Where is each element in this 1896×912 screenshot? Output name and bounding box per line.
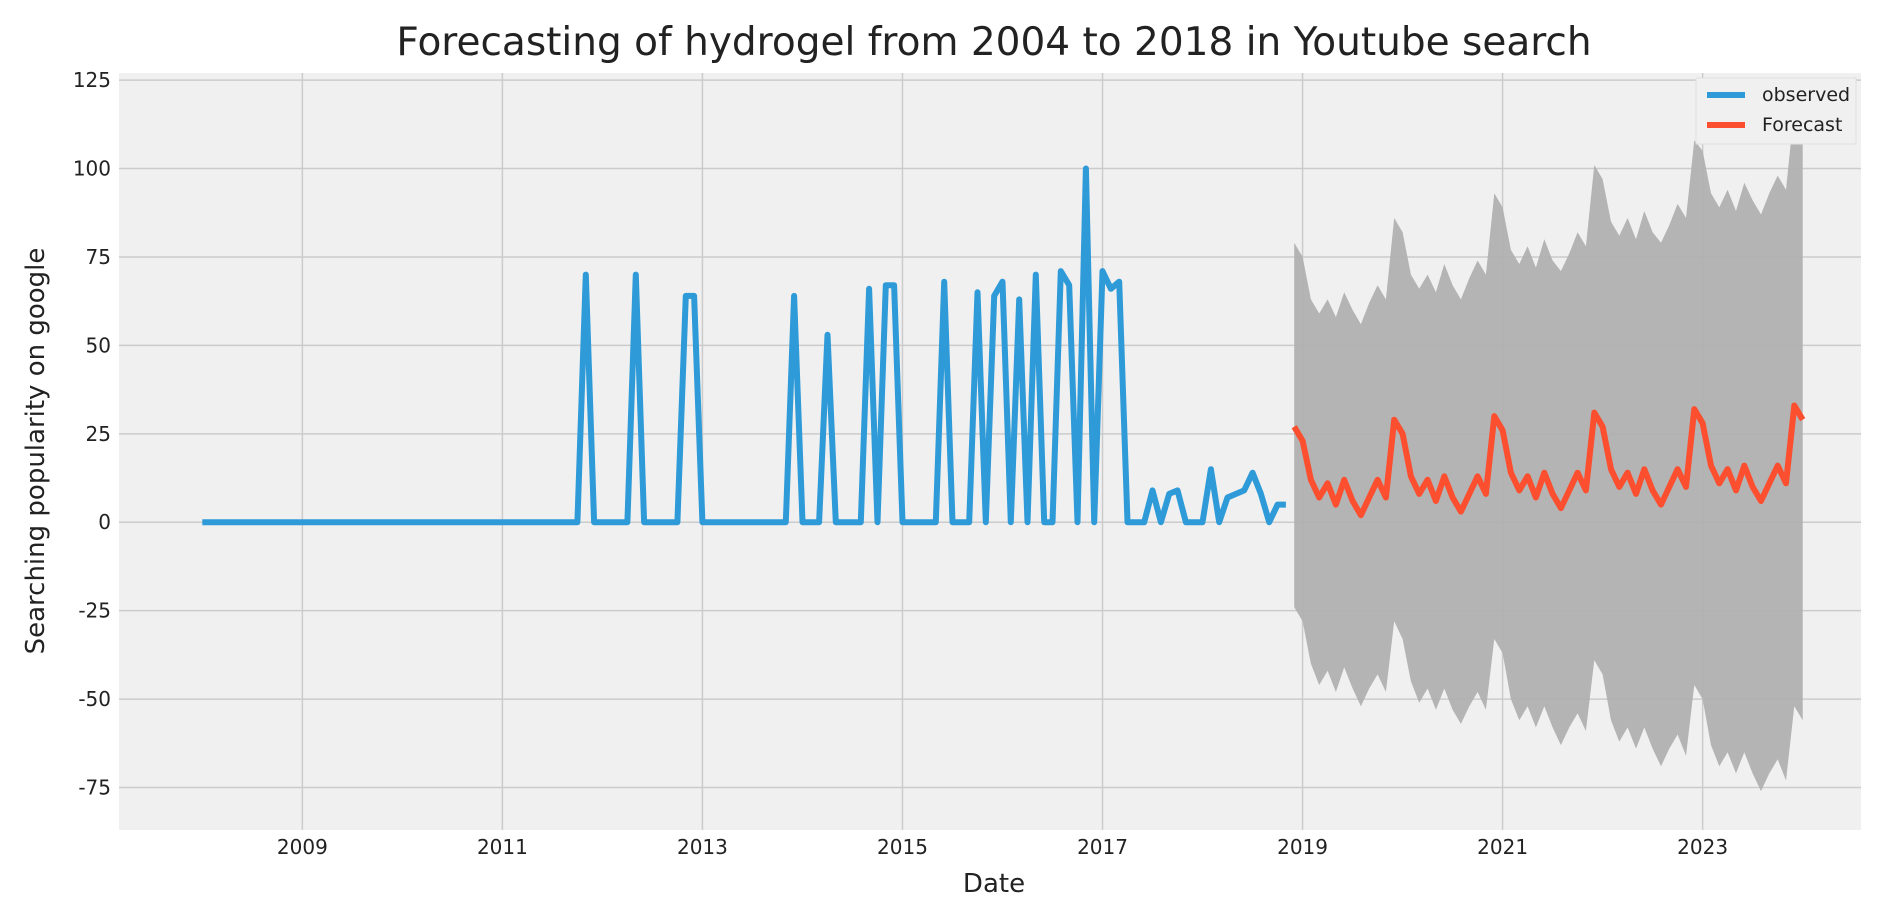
x-tick-label: 2015 bbox=[877, 835, 928, 859]
y-tick-labels: -75 -50 -25 0 25 50 75 100 125 bbox=[73, 68, 111, 799]
series-layer bbox=[202, 165, 1806, 526]
x-tick-label: 2011 bbox=[477, 835, 528, 859]
x-tick-label: 2017 bbox=[1077, 835, 1128, 859]
series-line-observed bbox=[202, 165, 1286, 526]
legend-label-forecast: Forecast bbox=[1762, 114, 1842, 136]
y-tick-label: 0 bbox=[98, 510, 111, 534]
x-tick-label: 2009 bbox=[277, 835, 328, 859]
y-tick-label: 75 bbox=[86, 245, 111, 269]
y-tick-label: -25 bbox=[78, 599, 111, 623]
confidence-interval-layer bbox=[1294, 108, 1803, 792]
y-tick-label: 100 bbox=[73, 157, 111, 181]
x-tick-label: 2023 bbox=[1677, 835, 1728, 859]
chart-title: Forecasting of hydrogel from 2004 to 201… bbox=[396, 20, 1591, 65]
y-tick-label: 25 bbox=[86, 422, 111, 446]
x-tick-label: 2019 bbox=[1277, 835, 1328, 859]
x-tick-labels: 2009 2011 2013 2015 2017 2019 2021 2023 bbox=[277, 835, 1728, 859]
legend-box bbox=[1695, 77, 1857, 145]
legend: observed Forecast bbox=[1695, 77, 1857, 145]
series-line-forecast bbox=[1291, 402, 1806, 519]
y-tick-label: -75 bbox=[78, 776, 111, 800]
legend-label-observed: observed bbox=[1762, 84, 1850, 106]
confidence-band bbox=[1294, 108, 1803, 792]
y-tick-label: 125 bbox=[73, 68, 111, 92]
x-tick-label: 2013 bbox=[677, 835, 728, 859]
y-axis-label: Searching popularity on google bbox=[21, 248, 51, 655]
y-tick-label: 50 bbox=[86, 333, 111, 357]
y-tick-label: -50 bbox=[78, 687, 111, 711]
x-tick-label: 2021 bbox=[1477, 835, 1528, 859]
x-axis-label: Date bbox=[963, 869, 1025, 899]
